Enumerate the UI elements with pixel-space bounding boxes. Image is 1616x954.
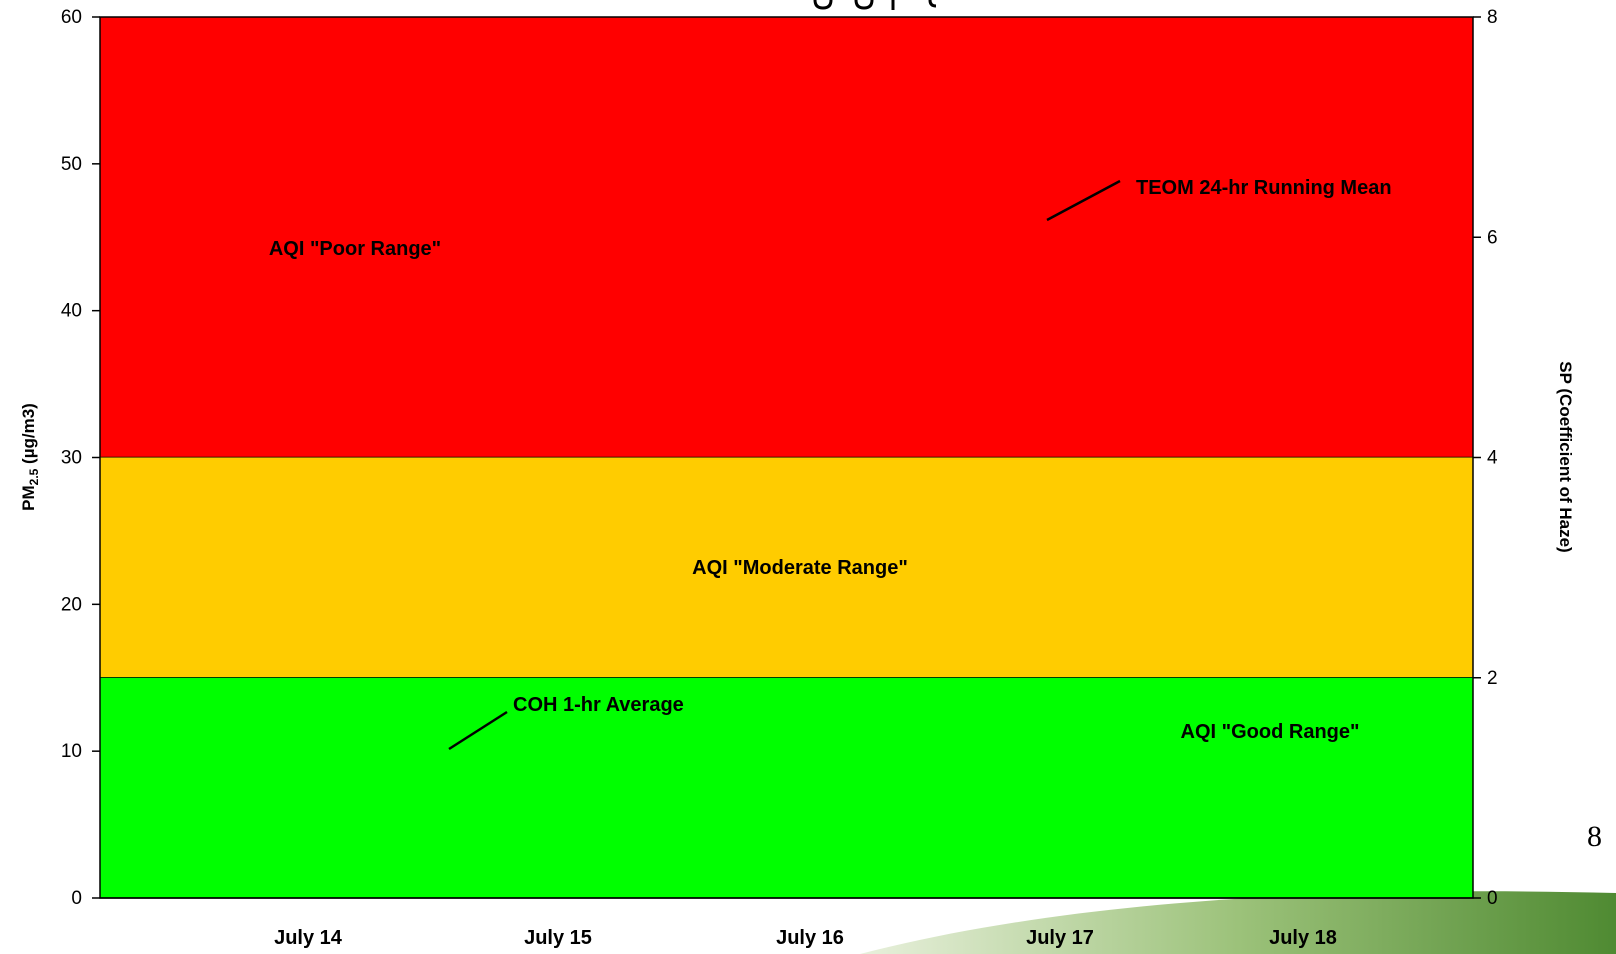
right-axis-label: SP (Coefficient of Haze) (1556, 361, 1575, 552)
x-tick-label: July 17 (1026, 927, 1094, 949)
page-number: 8 (1587, 820, 1602, 853)
left-tick-label: 10 (61, 741, 82, 762)
right-tick-label: 4 (1487, 448, 1498, 469)
x-tick-label: July 18 (1269, 927, 1337, 949)
band-1 (100, 457, 1473, 678)
left-tick-label: 20 (61, 594, 82, 615)
x-tick-label: July 15 (524, 927, 592, 949)
decorative-swoosh (860, 891, 1616, 954)
left-axis: 0 10 20 30 40 50 60 (61, 7, 100, 909)
left-tick-label: 60 (61, 7, 82, 28)
x-axis: July 14 July 15 July 16 July 17 July 18 (274, 927, 1337, 949)
left-axis-label: PM2.5 (µg/m3) (19, 403, 41, 511)
band-0 (100, 17, 1473, 458)
aqi-bands (100, 17, 1473, 899)
poor-range-label: AQI "Poor Range" (269, 238, 441, 260)
x-tick-label: July 14 (274, 927, 343, 949)
coh-leader-line (448, 710, 508, 751)
teom-label: TEOM 24-hr Running Mean (1136, 177, 1392, 199)
x-tick-label: July 16 (776, 927, 844, 949)
right-tick-label: 0 (1487, 888, 1498, 909)
band-2 (100, 677, 1473, 898)
left-tick-label: 0 (71, 888, 82, 909)
right-axis: 0 2 4 6 8 (1473, 7, 1498, 909)
right-tick-label: 6 (1487, 227, 1498, 248)
moderate-range-label: AQI "Moderate Range" (692, 557, 908, 579)
left-tick-label: 50 (61, 154, 82, 175)
good-range-label: AQI "Good Range" (1181, 721, 1360, 743)
slide-title-fragment (813, 0, 937, 10)
right-tick-label: 2 (1487, 668, 1498, 689)
coh-label: COH 1-hr Average (513, 694, 684, 716)
teom-leader-line (1046, 179, 1121, 222)
left-tick-label: 40 (61, 301, 82, 322)
right-tick-label: 8 (1487, 7, 1498, 28)
left-tick-label: 30 (61, 448, 82, 469)
